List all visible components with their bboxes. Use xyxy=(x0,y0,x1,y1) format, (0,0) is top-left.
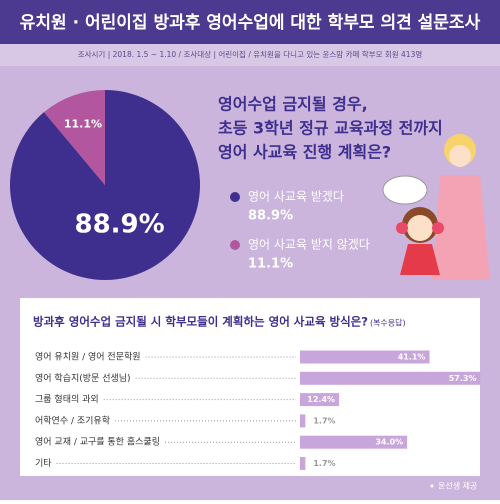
question-line: 초등 3학년 정규 교육과정 전까지 xyxy=(218,119,443,138)
bar xyxy=(300,457,306,470)
category-label: 기타 xyxy=(35,458,52,469)
value-label: 12.4% xyxy=(307,395,335,404)
legend-value: 88.9% xyxy=(248,209,293,224)
teacher-face xyxy=(449,145,471,167)
category-label: 영어 유치원 / 영어 전문학원 xyxy=(35,351,141,363)
value-label: 57.3% xyxy=(449,374,477,383)
pie-slice xyxy=(10,90,201,280)
bar-subtitle: (복수응답) xyxy=(370,318,406,328)
girl-dress xyxy=(400,244,440,275)
category-label: 영어 교재 / 교구를 통한 홈스쿨링 xyxy=(35,436,160,448)
bar xyxy=(300,371,481,385)
bar xyxy=(300,435,408,449)
pie-chart: 88.9% 11.1% 영어수업 금지될 경우, 초등 3학년 정규 교육과정 전까지… xyxy=(10,90,443,280)
illustration xyxy=(382,134,490,280)
value-label: 1.7% xyxy=(313,416,335,425)
bar-chart: 방과후 영어수업 금지될 시 학부모들이 계획하는 영어 사교육 방식은? (복수… xyxy=(33,315,481,470)
category-label: 어학연수 / 조기유학 xyxy=(35,415,110,426)
value-label: 34.0% xyxy=(375,438,403,447)
legend-label: 영어 사교육 받지 않겠다 xyxy=(248,238,370,252)
value-label: 1.7% xyxy=(313,459,335,468)
title: 유치원 · 어린이집 방과후 영어수업에 대한 학부모 의견 설문조사 xyxy=(20,12,481,33)
bar xyxy=(300,393,340,407)
category-label: 영어 학습지(방문 선생님) xyxy=(35,373,131,384)
speech-bubble xyxy=(382,175,428,205)
bar-title: 방과후 영어수업 금지될 시 학부모들이 계획하는 영어 사교육 방식은? xyxy=(33,315,368,329)
source-bullet xyxy=(430,484,434,488)
teacher-body xyxy=(432,175,490,280)
value-label: 41.1% xyxy=(398,353,426,362)
pie-slice xyxy=(43,90,105,185)
question-line: 영어수업 금지될 경우, xyxy=(218,95,368,114)
question-line: 영어 사교육 진행 계획은? xyxy=(218,143,391,162)
pie-label: 88.9% xyxy=(75,210,165,240)
headphone xyxy=(432,222,444,234)
subtitle-band xyxy=(0,44,500,66)
legend-value: 11.1% xyxy=(248,257,293,272)
headphone xyxy=(396,222,408,234)
bar xyxy=(300,350,430,364)
legend-marker xyxy=(230,192,240,202)
header-band xyxy=(0,0,500,44)
girl-face xyxy=(407,215,433,241)
legend-marker xyxy=(230,240,240,250)
legend-label: 영어 사교육 받겠다 xyxy=(248,190,344,204)
subtitle: 조사시기 | 2018. 1.5 ~ 1.10 / 조사대상 | 어린이집 / … xyxy=(78,49,423,59)
source: 윤선생 제공 xyxy=(438,481,477,491)
bar xyxy=(300,414,306,428)
pie-label: 11.1% xyxy=(64,117,102,130)
category-label: 그룹 형태의 과외 xyxy=(35,393,99,405)
